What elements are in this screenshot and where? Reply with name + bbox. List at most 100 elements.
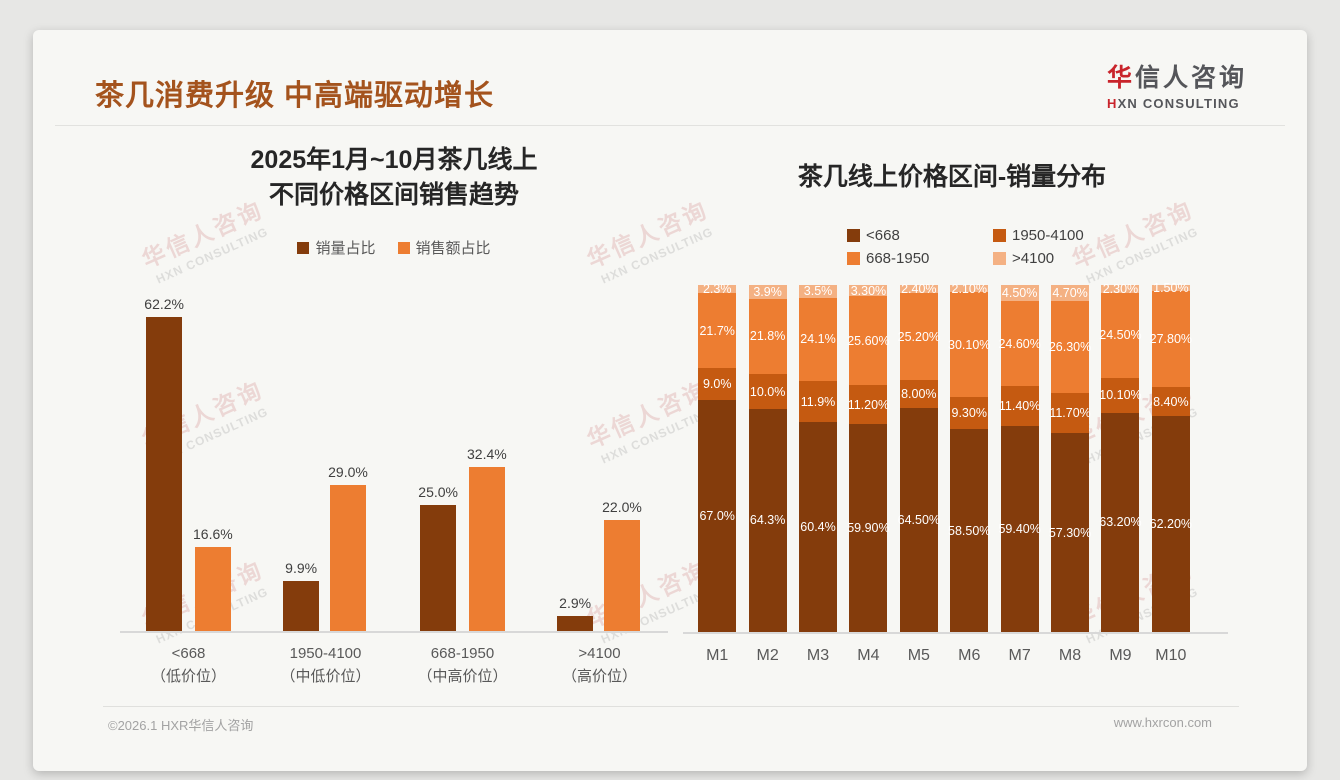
category-label: >4100 （高价位） [561,645,637,686]
segment-value-label: 11.40% [998,399,1041,414]
segment-value-label: 4.70% [1052,286,1088,301]
legend-swatch [993,229,1006,242]
segment-668-1950: 24.1% [799,297,838,382]
bar-value-label: 29.0% [328,463,368,480]
legend-label: 668-1950 [866,250,930,267]
stacked-bar-M3: 60.4% 11.9% 24.1% 3.5% [793,284,843,632]
segment-1950-4100: 11.9% [799,381,838,423]
segment-value-label: 21.7% [699,323,735,338]
stacked-bar-M2: 64.3% 10.0% 21.8% 3.9% [742,285,792,632]
legend-item->4100: >4100 [993,250,1084,267]
segment-668-1950: 24.60% [998,300,1041,387]
left-chart-plot: 62.2% 16.6% 9.9% 29.0% 25.0% 32.4% 2.9% 22.0% [120,289,668,631]
segment-value-label: 11.20% [847,397,890,412]
right-chart-plot: 67.0% 9.0% 21.7% 2.3% 64.3% 10.0% 21.8% 3.9% 60.… [692,281,1196,632]
segment-value-label: 1.50% [1153,281,1189,296]
segment-value-label: 10.0% [749,384,786,399]
segment-value-label: 30.10% [948,337,991,352]
segment-value-label: 25.20% [897,329,941,344]
bar-with-label: 32.4% [467,446,507,631]
slide-card: 华信人咨询 HXN CONSULTING 华信人咨询 HXN CONSULTING 华信… [33,30,1307,771]
bar-销量占比 [146,316,183,631]
legend-swatch [397,241,410,254]
left-chart-title: 2025年1月~10月茶几线上 不同价格区间销售趋势 [250,146,538,209]
month-label-M9: M9 [1109,647,1132,664]
segment-value-label: 2.40% [901,281,937,296]
segment-value-label: 24.50% [1099,328,1142,343]
bar-group: 2.9% 22.0% [531,499,668,631]
logo-en-text: HXN CONSULTING [1106,96,1240,111]
segment-value-label: 27.80% [1149,331,1193,346]
segment-value-label: 62.20% [1149,517,1193,532]
stacked-bar-M1: 67.0% 9.0% 21.7% 2.3% [692,282,742,632]
segment-<668: 57.30% [1048,433,1092,632]
bar-value-label: 9.9% [285,560,318,576]
month-label-M3: M3 [806,647,830,664]
legend-item-销量占比: 销量占比 [297,237,376,258]
segment-value-label: 58.50% [948,523,991,538]
legend-label: 1950-4100 [1012,227,1084,244]
segment-668-1950: 24.50% [1099,292,1142,378]
legend-swatch [847,229,860,242]
bar-销售额占比 [194,547,231,631]
bar-value-label: 25.0% [418,483,458,500]
footer-divider [103,706,1239,707]
left-chart-category-labels: <668 （低价位） 1950-4100 （中低价位） 668-1950 （中高价位… [120,642,668,689]
bar-with-label: 62.2% [144,296,184,631]
segment-668-1950: 25.60% [847,296,890,386]
segment-668-1950: 21.7% [698,293,737,369]
bar-销售额占比 [329,484,366,631]
segment-value-label: 4.50% [1001,286,1038,301]
segment-value-label: 3.9% [753,284,782,299]
right-chart-month-labels: M1 M2 M3 M4 M5 M6 M7 M8 M9 M10 [692,647,1196,665]
segment-668-1950: 26.30% [1049,301,1091,393]
segment-value-label: 3.5% [803,284,833,299]
bar-销量占比 [557,616,594,631]
segment-value-label: 60.4% [800,520,836,535]
legend-label: >4100 [1012,250,1055,267]
bar-销售额占比 [468,467,505,631]
bar-group: 25.0% 32.4% [394,446,531,631]
segment-668-1950: 30.10% [948,292,991,397]
category-label: 668-1950 （中高价位） [417,645,508,686]
legend-swatch [297,241,310,254]
header-divider [55,125,1285,126]
month-label-M4: M4 [857,647,880,664]
bar-group: 62.2% 16.6% [120,296,257,631]
segment-value-label: 57.30% [1048,525,1092,540]
company-logo: 华信人咨询 HXN CONSULTING [1107,58,1247,111]
segment-value-label: 8.00% [901,387,937,402]
segment->4100: 3.5% [799,284,838,299]
segment-1950-4100: 11.20% [847,385,890,425]
segment-value-label: 63.20% [1099,515,1142,530]
category-label: 1950-4100 （中低价位） [280,645,371,686]
legend-label: 销售额占比 [415,240,491,257]
segment->4100: 3.30% [849,284,888,298]
right-chart-axis-line [683,632,1228,634]
segment-1950-4100: 10.0% [748,374,787,409]
stacked-bar-M6: 58.50% 9.30% 30.10% 2.10% [944,281,994,632]
stacked-bar-M4: 59.90% 11.20% 25.60% 3.30% [843,284,893,632]
segment->4100: 2.40% [899,281,938,296]
segment-1950-4100: 9.0% [698,368,737,400]
legend-item-<668: <668 [847,227,993,244]
stacked-bar-M9: 63.20% 10.10% 24.50% 2.30% [1095,282,1145,632]
legend-item-668-1950: 668-1950 [847,250,993,267]
segment-1950-4100: 9.30% [950,396,989,429]
segment-<668: 59.90% [847,424,890,632]
left-chart-legend: 销量占比 销售额占比 [120,237,668,258]
segment-1950-4100: 11.40% [998,386,1041,426]
bar-group: 9.9% 29.0% [257,464,394,631]
segment-value-label: 21.8% [749,329,786,344]
bar-value-label: 16.6% [193,526,233,543]
segment-value-label: 2.10% [951,281,987,296]
segment-668-1950: 25.20% [897,293,941,381]
bar-value-label: 32.4% [467,446,507,463]
bar-with-label: 29.0% [328,464,368,631]
bar-销量占比 [420,504,457,631]
legend-label: <668 [866,227,900,244]
segment-value-label: 59.40% [998,521,1041,536]
legend-item-销售额占比: 销售额占比 [397,237,491,258]
segment-value-label: 64.50% [897,513,941,528]
bar-value-label: 22.0% [602,498,642,515]
